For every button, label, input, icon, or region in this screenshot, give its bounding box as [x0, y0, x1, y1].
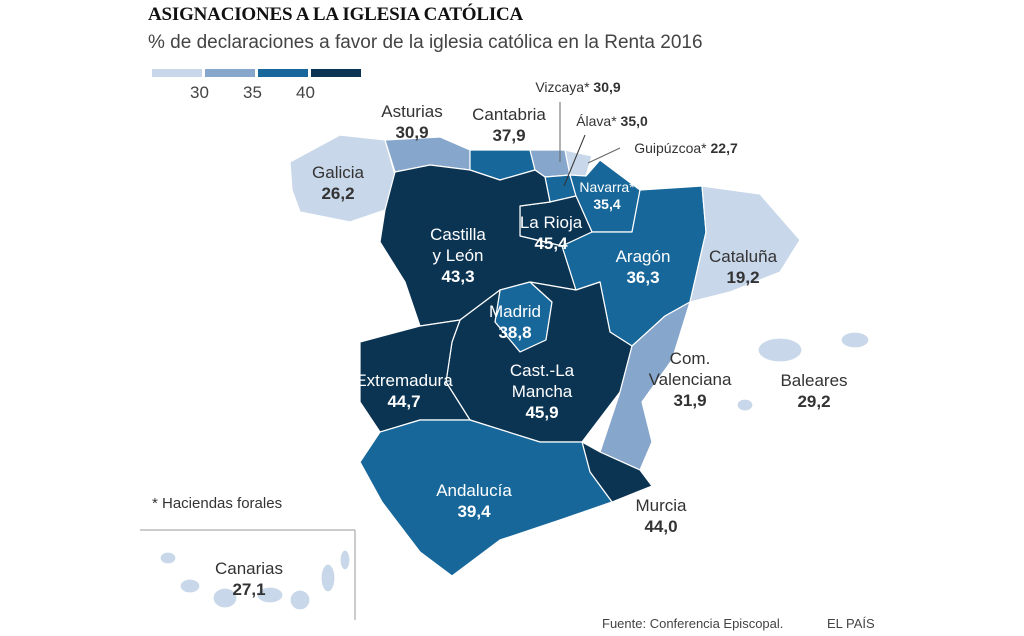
region-value: 30,9	[395, 123, 429, 142]
region-name: Galicia	[312, 163, 364, 182]
region-name: Baleares	[780, 371, 848, 390]
label-asturias: Asturias 30,9	[381, 101, 442, 143]
legend-tick: 40	[296, 83, 315, 102]
region-name: Com.	[669, 349, 711, 368]
label-cataluna: Cataluña 19,2	[709, 246, 777, 288]
region-value: 31,9	[673, 391, 707, 410]
chart-subtitle: % de declaraciones a favor de la iglesia…	[148, 32, 703, 53]
region-value: 26,2	[321, 184, 355, 203]
label-cantabria: Cantabria 37,9	[472, 104, 546, 146]
region-value: 35,4	[593, 196, 621, 212]
region-name: Cataluña	[708, 247, 778, 266]
region-name: Extremadura	[355, 371, 453, 390]
region-cataluna	[689, 185, 801, 303]
region-value: 30,9	[593, 79, 621, 95]
region-name: Cast.-La	[509, 361, 575, 380]
region-name: Cantabria	[472, 105, 546, 124]
label-madrid: Madrid 38,8	[489, 301, 541, 343]
label-castilla-leon: Castilla y León 43,3	[430, 224, 486, 287]
region-valenciana	[599, 301, 691, 471]
region-value: 19,2	[726, 268, 760, 287]
leader-guipuzcoa	[587, 147, 621, 164]
label-guipuzcoa: Guipúzcoa* 22,7	[634, 140, 738, 157]
label-larioja: La Rioja 45,4	[520, 212, 582, 254]
region-value: 38,8	[498, 323, 532, 342]
source-note: Fuente: Conferencia Episcopal.	[602, 616, 784, 631]
region-name: Valenciana	[648, 370, 732, 389]
leader-alava	[563, 134, 586, 187]
label-canarias: Canarias 27,1	[215, 558, 283, 600]
chart-title: ASIGNACIONES A LA IGLESIA CATÓLICA	[148, 4, 524, 25]
label-alava: Álava* 35,0	[576, 113, 648, 130]
region-name: y León	[432, 246, 484, 265]
region-value: 43,3	[441, 267, 475, 286]
region-name: Álava*	[576, 113, 617, 129]
region-value: 36,3	[626, 268, 660, 287]
region-name: La Rioja	[519, 213, 583, 232]
legend-swatch-3	[258, 69, 308, 77]
region-name: Vizcaya*	[535, 79, 590, 95]
region-value: 45,4	[534, 234, 568, 253]
region-name: Andalucía	[436, 481, 512, 500]
region-value: 35,0	[620, 113, 648, 129]
label-murcia: Murcia 44,0	[635, 495, 686, 537]
brand-credit: EL PAÍS	[827, 616, 875, 631]
region-name: Asturias	[381, 102, 443, 121]
label-galicia: Galicia 26,2	[312, 162, 364, 204]
region-guipuzcoa	[564, 149, 593, 177]
region-value: 37,9	[492, 126, 526, 145]
region-name: Madrid	[489, 302, 541, 321]
region-baleares	[736, 331, 870, 412]
label-andalucia: Andalucía 39,4	[436, 480, 512, 522]
label-navarra: Navarra* 35,4	[579, 179, 634, 213]
region-name: Castilla	[430, 225, 486, 244]
legend-swatch-4	[311, 69, 361, 77]
legend-swatch-1	[152, 69, 202, 77]
label-baleares: Baleares 29,2	[780, 370, 847, 412]
label-valenciana: Com. Valenciana 31,9	[649, 348, 732, 411]
foral-note: * Haciendas forales	[152, 495, 283, 512]
region-name: Canarias	[214, 559, 284, 578]
region-andalucia	[359, 419, 613, 577]
label-castilla-la-mancha: Cast.-La Mancha 45,9	[510, 360, 574, 423]
region-name: Aragón	[615, 247, 671, 266]
region-extremadura	[359, 319, 471, 433]
region-name: Navarra*	[579, 179, 635, 195]
region-name: Guipúzcoa*	[634, 140, 707, 156]
region-name: Murcia	[635, 496, 687, 515]
region-value: 44,7	[387, 392, 421, 411]
region-name: Mancha	[511, 382, 573, 401]
region-value: 29,2	[797, 392, 831, 411]
region-value: 27,1	[232, 580, 266, 599]
legend-swatch-2	[205, 69, 255, 77]
legend-tick: 30	[190, 83, 209, 102]
region-canarias	[159, 549, 351, 611]
label-aragon: Aragón 36,3	[616, 246, 671, 288]
region-value: 45,9	[525, 403, 559, 422]
legend-tick: 35	[243, 83, 262, 102]
region-value: 39,4	[457, 502, 491, 521]
region-value: 22,7	[710, 140, 738, 156]
label-vizcaya: Vizcaya* 30,9	[535, 79, 620, 96]
label-extremadura: Extremadura 44,7	[355, 370, 452, 412]
region-value: 44,0	[644, 517, 678, 536]
